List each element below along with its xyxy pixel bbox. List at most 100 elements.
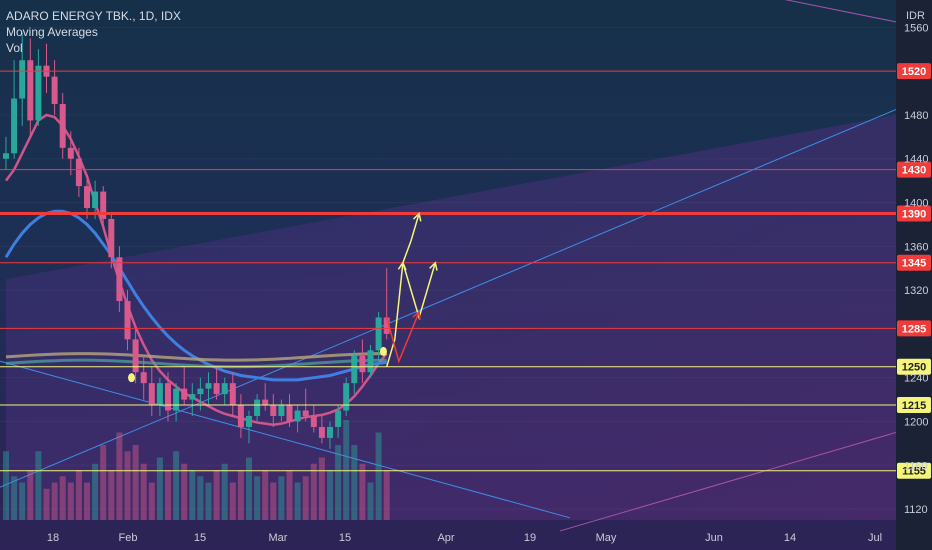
- price-level-label: 1215: [902, 400, 926, 412]
- arrow-head: [429, 261, 438, 271]
- volume-bar: [221, 463, 228, 520]
- price-level-label: 1250: [902, 362, 926, 374]
- candle-body: [165, 383, 171, 411]
- x-tick-label: Jun: [705, 532, 723, 544]
- candle-body: [197, 388, 204, 395]
- volume-bar: [51, 482, 58, 520]
- volume-bar: [237, 470, 244, 520]
- upper-channel-line: [784, 0, 897, 23]
- y-tick-label: 1120: [904, 504, 928, 516]
- volume-bar: [181, 463, 188, 520]
- price-level-label: 1390: [902, 208, 926, 220]
- volume-bar: [367, 482, 374, 520]
- price-level-badge: [897, 462, 931, 479]
- price-level-badge: [897, 320, 931, 337]
- volume-bar: [132, 445, 139, 520]
- y-tick-label: 1560: [904, 22, 928, 34]
- volume-bar: [335, 445, 342, 520]
- volume-bar: [343, 420, 350, 520]
- candle-body: [262, 399, 269, 406]
- x-tick-label: 19: [524, 532, 536, 544]
- candle-body: [124, 301, 131, 340]
- candle-body: [181, 388, 188, 400]
- price-level-label: 1345: [902, 258, 926, 270]
- volume-bar: [229, 482, 236, 520]
- price-level-badge: [897, 358, 931, 375]
- volume-bar: [43, 488, 50, 520]
- candle-body: [205, 383, 212, 389]
- candle-body: [343, 383, 350, 411]
- x-tick-label: 15: [339, 532, 351, 544]
- volume-bar: [262, 470, 269, 520]
- arrow-head: [412, 310, 421, 321]
- currency-label: IDR: [906, 10, 925, 22]
- symbol-title[interactable]: ADARO ENERGY TBK., 1D, IDX: [6, 9, 181, 23]
- candle-body: [156, 383, 163, 406]
- candle-body: [189, 394, 196, 400]
- candle-body: [221, 383, 228, 395]
- moving-average-line: [5, 358, 387, 369]
- x-tick-label: Apr: [437, 532, 454, 544]
- volume-bar: [286, 470, 293, 520]
- moving-average-line: [5, 352, 387, 362]
- volume-bar: [213, 470, 220, 520]
- candle-body: [84, 186, 90, 208]
- volume-bar: [100, 445, 107, 520]
- price-level-badge: [897, 161, 931, 178]
- arrow-head: [412, 211, 422, 222]
- price-level-badge: [897, 397, 931, 414]
- candle-body: [11, 98, 18, 154]
- candle-body: [148, 383, 155, 406]
- candle-body: [140, 372, 147, 384]
- volume-bar: [92, 463, 99, 520]
- purple-zone: [6, 114, 896, 521]
- price-level-badge: [897, 205, 931, 222]
- candle-body: [278, 405, 285, 416]
- indicator-volume[interactable]: Vol: [6, 41, 23, 55]
- signal-marker: [128, 373, 136, 383]
- volume-bar: [75, 470, 82, 520]
- projection-arrow: [402, 213, 420, 263]
- y-tick-label: 1240: [904, 373, 928, 385]
- x-tick-label: May: [596, 532, 617, 544]
- volume-bar: [383, 470, 390, 520]
- price-level-badge: [897, 63, 931, 80]
- y-tick-label: 1480: [904, 110, 928, 122]
- falling-trendline: [0, 360, 571, 519]
- volume-bar: [116, 432, 123, 520]
- candle-body: [67, 147, 74, 159]
- x-tick-label: 14: [784, 532, 796, 544]
- volume-bar: [3, 451, 9, 520]
- candle-body: [270, 405, 277, 416]
- indicator-moving-averages[interactable]: Moving Averages: [6, 25, 98, 39]
- candle-body: [294, 410, 301, 422]
- projection-arrow: [385, 311, 420, 364]
- volume-bar: [359, 463, 366, 520]
- candle-body: [19, 60, 26, 99]
- candle-body: [318, 426, 325, 438]
- chart-legend: ADARO ENERGY TBK., 1D, IDX Moving Averag…: [6, 8, 181, 56]
- volume-bar: [246, 457, 252, 520]
- candle-body: [375, 317, 382, 351]
- y-tick-label: 1320: [904, 285, 928, 297]
- candle-body: [310, 416, 317, 427]
- candle-body: [116, 257, 123, 302]
- x-tick-label: Jul: [868, 532, 882, 544]
- price-axis-background: [896, 0, 932, 550]
- volume-bar: [59, 476, 66, 520]
- candle-body: [92, 191, 99, 208]
- volume-bar: [351, 445, 358, 520]
- price-level-badge: [897, 254, 931, 271]
- volume-bar: [84, 482, 90, 520]
- volume-bar: [67, 482, 74, 520]
- y-tick-label: 1400: [904, 198, 928, 210]
- candle-body: [302, 410, 309, 416]
- volume-bar: [148, 482, 155, 520]
- volume-bar: [270, 482, 277, 520]
- volume-bar: [156, 457, 163, 520]
- price-level-label: 1155: [902, 466, 926, 478]
- candle-body: [327, 426, 333, 438]
- candle-body: [3, 153, 9, 159]
